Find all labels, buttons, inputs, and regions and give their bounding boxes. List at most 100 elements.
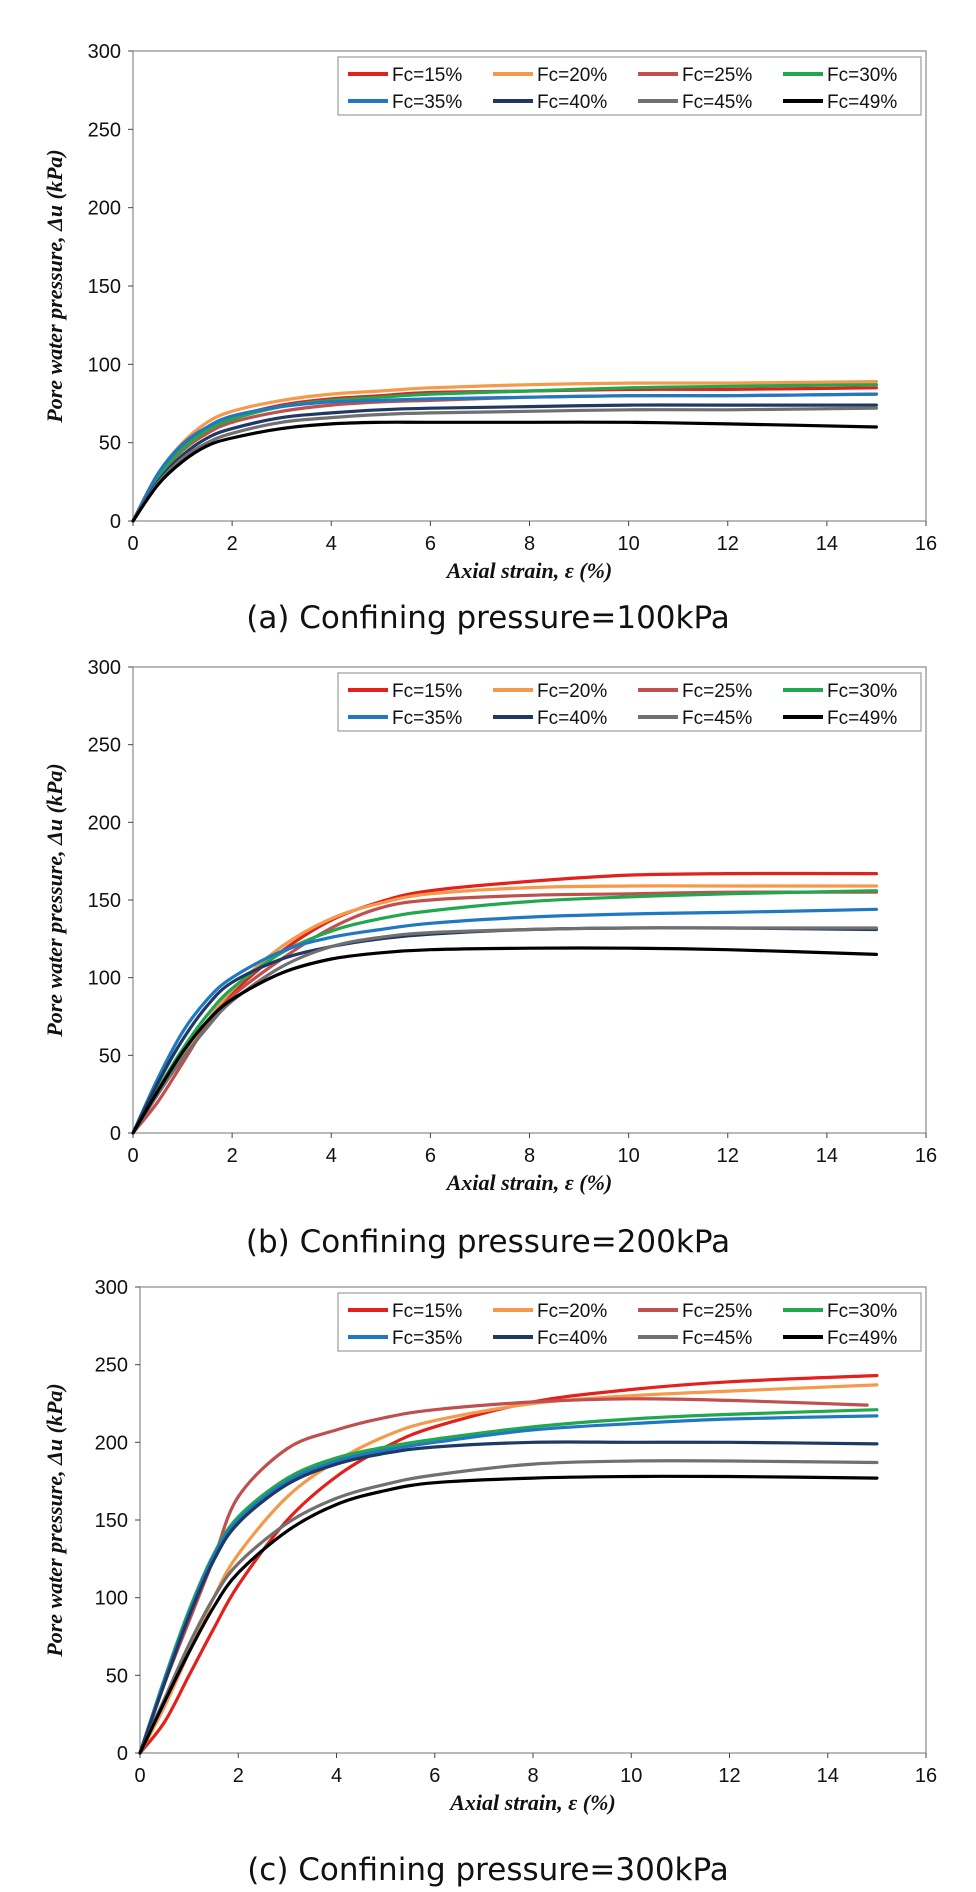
legend-label: Fc=30% xyxy=(827,65,897,86)
x-tick-label: 10 xyxy=(618,1145,640,1167)
series-line-fc20 xyxy=(131,884,878,1135)
series-line-fc15 xyxy=(138,1373,879,1755)
y-tick-label: 300 xyxy=(88,657,121,679)
series-line-fc30 xyxy=(131,889,878,1135)
x-tick-label: 0 xyxy=(127,533,138,555)
chart-panel-a: 0 50 100 150 200 250 300 0 2 4 6 8 10 12 14 16 Axial str… xyxy=(0,0,976,640)
series-line-fc20 xyxy=(131,380,878,523)
series-line-fc35 xyxy=(131,392,878,523)
y-tick-label: 200 xyxy=(88,812,121,834)
legend-box xyxy=(337,672,922,732)
y-tick-label: 250 xyxy=(88,735,121,757)
series-line-fc45 xyxy=(131,926,878,1135)
y-axis-title: Pore water pressure, Δu (kPa) xyxy=(42,763,67,1038)
y-tick-label: 0 xyxy=(110,511,121,533)
series-line-fc25 xyxy=(138,1397,869,1755)
series-line-fc40 xyxy=(138,1440,879,1755)
x-axis-title: Axial strain, ε (%) xyxy=(448,1790,615,1815)
series-line-fc49 xyxy=(131,946,878,1135)
chart-a: 0 50 100 150 200 250 300 0 2 4 6 8 10 12 14 16 Axial str… xyxy=(42,41,937,583)
legend-label: Fc=45% xyxy=(682,708,752,729)
x-tick-label: 14 xyxy=(817,1765,839,1787)
series-line-fc45 xyxy=(138,1459,879,1755)
x-tick-label: 12 xyxy=(718,1765,740,1787)
chart-caption-c: (c) Confining pressure=300kPa xyxy=(247,1852,729,1888)
legend-label: Fc=40% xyxy=(537,92,607,113)
y-tick-label: 150 xyxy=(95,1510,128,1532)
y-axis-title: Pore water pressure, Δu (kPa) xyxy=(42,149,67,424)
y-tick-label: 0 xyxy=(110,1123,121,1145)
legend-label: Fc=15% xyxy=(392,65,462,86)
legend-label: Fc=15% xyxy=(392,1301,462,1322)
x-tick-label: 2 xyxy=(227,1145,238,1167)
chart-panel-c: 0 50 100 150 200 250 300 0 2 4 6 8 10 12 14 16 Axial str… xyxy=(0,1266,976,1892)
y-tick-label: 300 xyxy=(88,41,121,63)
x-tick-label: 0 xyxy=(134,1765,145,1787)
y-tick-label: 150 xyxy=(88,276,121,298)
x-tick-label: 2 xyxy=(233,1765,244,1787)
y-tick-label: 150 xyxy=(88,890,121,912)
x-tick-label: 10 xyxy=(620,1765,642,1787)
series-line-fc49 xyxy=(131,420,878,523)
legend-box xyxy=(337,1292,922,1352)
x-tick-label: 2 xyxy=(227,533,238,555)
series-line-fc35 xyxy=(131,907,878,1135)
legend-label: Fc=20% xyxy=(537,1301,607,1322)
x-tick-label: 6 xyxy=(425,1145,436,1167)
legend-label: Fc=49% xyxy=(827,708,897,729)
y-tick-label: 300 xyxy=(95,1277,128,1299)
x-axis-title: Axial strain, ε (%) xyxy=(445,1170,612,1195)
y-tick-label: 250 xyxy=(88,119,121,141)
series-line-fc40 xyxy=(131,403,878,523)
legend-label: Fc=30% xyxy=(827,1301,897,1322)
series-line-fc45 xyxy=(131,406,878,523)
legend-label: Fc=40% xyxy=(537,1328,607,1349)
x-tick-label: 12 xyxy=(717,533,739,555)
x-tick-label: 8 xyxy=(527,1765,538,1787)
x-tick-label: 12 xyxy=(717,1145,739,1167)
legend-label: Fc=25% xyxy=(682,1301,752,1322)
chart-c: 0 50 100 150 200 250 300 0 2 4 6 8 10 12 14 16 Axial str… xyxy=(42,1277,937,1815)
legend-label: Fc=45% xyxy=(682,92,752,113)
chart-caption-b: (b) Confining pressure=200kPa xyxy=(245,1224,731,1260)
legend-label: Fc=35% xyxy=(392,1328,462,1349)
y-tick-label: 200 xyxy=(88,198,121,220)
legend-label: Fc=15% xyxy=(392,681,462,702)
x-tick-label: 14 xyxy=(816,533,838,555)
x-axis-title: Axial strain, ε (%) xyxy=(445,558,612,583)
y-tick-label: 200 xyxy=(95,1432,128,1454)
x-tick-label: 16 xyxy=(915,1145,937,1167)
x-tick-label: 6 xyxy=(429,1765,440,1787)
legend-label: Fc=25% xyxy=(682,65,752,86)
legend-box xyxy=(337,56,922,116)
y-tick-label: 0 xyxy=(117,1743,128,1765)
y-tick-label: 50 xyxy=(99,1045,121,1067)
y-tick-label: 100 xyxy=(88,968,121,990)
x-tick-label: 0 xyxy=(127,1145,138,1167)
y-axis-title: Pore water pressure, Δu (kPa) xyxy=(42,1383,67,1658)
chart-panel-b: 0 50 100 150 200 250 300 0 2 4 6 8 10 12 14 16 Axial str… xyxy=(0,640,976,1266)
legend-label: Fc=20% xyxy=(537,65,607,86)
legend-label: Fc=40% xyxy=(537,708,607,729)
series-line-fc49 xyxy=(138,1474,879,1755)
legend-label: Fc=49% xyxy=(827,1328,897,1349)
x-tick-label: 16 xyxy=(915,533,937,555)
y-tick-label: 100 xyxy=(88,354,121,376)
plot-area-frame xyxy=(139,1286,927,1754)
x-tick-label: 8 xyxy=(524,533,535,555)
x-tick-label: 16 xyxy=(915,1765,937,1787)
x-tick-label: 10 xyxy=(618,533,640,555)
legend-label: Fc=30% xyxy=(827,681,897,702)
y-tick-label: 50 xyxy=(99,433,121,455)
series-line-fc40 xyxy=(131,926,878,1135)
legend-label: Fc=45% xyxy=(682,1328,752,1349)
x-tick-label: 6 xyxy=(425,533,436,555)
y-tick-label: 50 xyxy=(106,1665,128,1687)
plot-area-frame xyxy=(132,50,927,522)
series-line-fc25 xyxy=(131,890,878,1135)
x-tick-label: 8 xyxy=(524,1145,535,1167)
y-tick-label: 100 xyxy=(95,1588,128,1610)
x-tick-label: 4 xyxy=(326,1145,337,1167)
x-tick-label: 4 xyxy=(326,533,337,555)
legend-label: Fc=49% xyxy=(827,92,897,113)
